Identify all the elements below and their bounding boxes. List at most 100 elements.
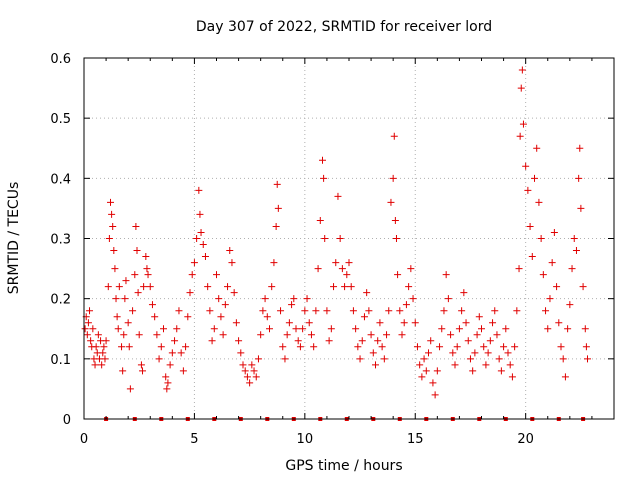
data-point — [105, 235, 113, 242]
data-point — [398, 331, 406, 339]
data-point — [442, 271, 450, 279]
data-point — [86, 307, 94, 315]
data-point — [475, 313, 483, 321]
data-point — [230, 289, 238, 297]
data-point — [221, 301, 229, 309]
y-tick-label: 0.3 — [50, 233, 71, 248]
data-point — [548, 259, 556, 267]
data-point — [122, 277, 130, 285]
data-point — [164, 379, 172, 387]
data-point — [92, 343, 100, 351]
data-point — [84, 319, 92, 327]
data-point — [108, 210, 116, 218]
data-point — [252, 373, 260, 381]
data-point — [584, 355, 591, 363]
data-point — [107, 198, 114, 206]
data-point — [568, 265, 576, 273]
data-point — [155, 355, 163, 363]
data-point — [504, 349, 512, 357]
data-point — [390, 132, 398, 140]
data-point — [162, 373, 170, 381]
data-point — [431, 391, 439, 399]
data-point — [270, 259, 278, 267]
data-point — [528, 253, 536, 261]
data-point — [376, 319, 384, 327]
data-point — [126, 385, 134, 393]
y-tick-label: 0.6 — [50, 52, 71, 67]
data-point — [557, 343, 565, 351]
data-point — [243, 373, 251, 381]
data-point — [332, 259, 340, 267]
data-point — [283, 331, 291, 339]
data-point — [508, 373, 516, 381]
data-point — [486, 337, 494, 345]
data-point — [347, 283, 355, 291]
data-point — [427, 337, 435, 345]
data-point — [539, 271, 547, 279]
data-point — [531, 174, 538, 182]
data-point — [197, 228, 205, 236]
data-point — [325, 337, 333, 345]
data-point — [310, 343, 318, 351]
data-point — [274, 204, 282, 212]
data-point — [394, 271, 402, 279]
data-point — [338, 265, 346, 273]
data-point — [188, 271, 196, 279]
x-tick-label: 15 — [407, 432, 424, 447]
data-point — [171, 337, 179, 345]
y-tick-label: 0.1 — [50, 353, 71, 368]
data-point — [581, 325, 589, 333]
data-point — [495, 355, 503, 363]
data-point — [140, 283, 148, 291]
data-point — [537, 235, 545, 242]
data-point — [447, 331, 455, 339]
data-point — [99, 349, 107, 357]
data-point — [577, 204, 585, 212]
data-point — [232, 319, 240, 327]
data-point — [261, 295, 269, 303]
data-point — [392, 235, 400, 242]
data-point — [517, 84, 525, 92]
x-tick-label: 20 — [517, 432, 534, 447]
data-point — [387, 198, 395, 206]
data-point — [137, 361, 145, 369]
data-point — [582, 343, 590, 351]
data-point — [542, 307, 550, 315]
data-point — [288, 301, 296, 309]
data-point — [358, 337, 366, 345]
data-point — [83, 331, 91, 339]
data-point — [204, 283, 212, 291]
data-point — [114, 325, 122, 333]
data-point — [110, 247, 118, 255]
data-point — [153, 331, 161, 339]
data-point — [168, 349, 176, 357]
data-point — [327, 325, 335, 333]
data-point — [526, 222, 534, 230]
data-point — [559, 355, 567, 363]
data-point — [480, 343, 488, 351]
data-point — [142, 253, 150, 261]
data-point — [497, 367, 505, 375]
data-point — [100, 343, 108, 351]
data-point — [519, 120, 527, 128]
data-point — [104, 283, 112, 291]
data-point — [341, 283, 349, 291]
x-tick-label: 10 — [297, 432, 314, 447]
data-point — [550, 228, 558, 236]
data-point — [119, 367, 127, 375]
data-point — [292, 325, 300, 333]
data-point — [177, 349, 185, 357]
data-point — [466, 355, 474, 363]
data-point — [314, 265, 322, 273]
data-point — [458, 307, 466, 315]
data-point — [400, 319, 408, 327]
data-point — [279, 343, 287, 351]
data-point — [363, 289, 371, 297]
data-point — [405, 283, 413, 291]
data-point — [132, 222, 140, 230]
data-point — [124, 319, 132, 327]
data-point — [248, 361, 256, 369]
data-point — [418, 373, 426, 381]
